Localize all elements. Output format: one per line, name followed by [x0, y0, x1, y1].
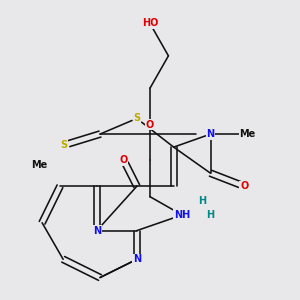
Text: O: O [146, 120, 154, 130]
Text: Me: Me [239, 129, 256, 139]
Text: H: H [206, 210, 214, 220]
Text: N: N [93, 226, 101, 236]
Text: H: H [198, 196, 206, 206]
Text: Me: Me [31, 160, 48, 170]
Text: HO: HO [142, 19, 158, 28]
Text: S: S [133, 113, 140, 123]
Text: O: O [120, 155, 128, 165]
Text: NH: NH [174, 210, 190, 220]
Text: N: N [206, 129, 214, 139]
Text: S: S [61, 140, 68, 150]
Text: N: N [133, 254, 141, 264]
Text: O: O [240, 181, 248, 191]
